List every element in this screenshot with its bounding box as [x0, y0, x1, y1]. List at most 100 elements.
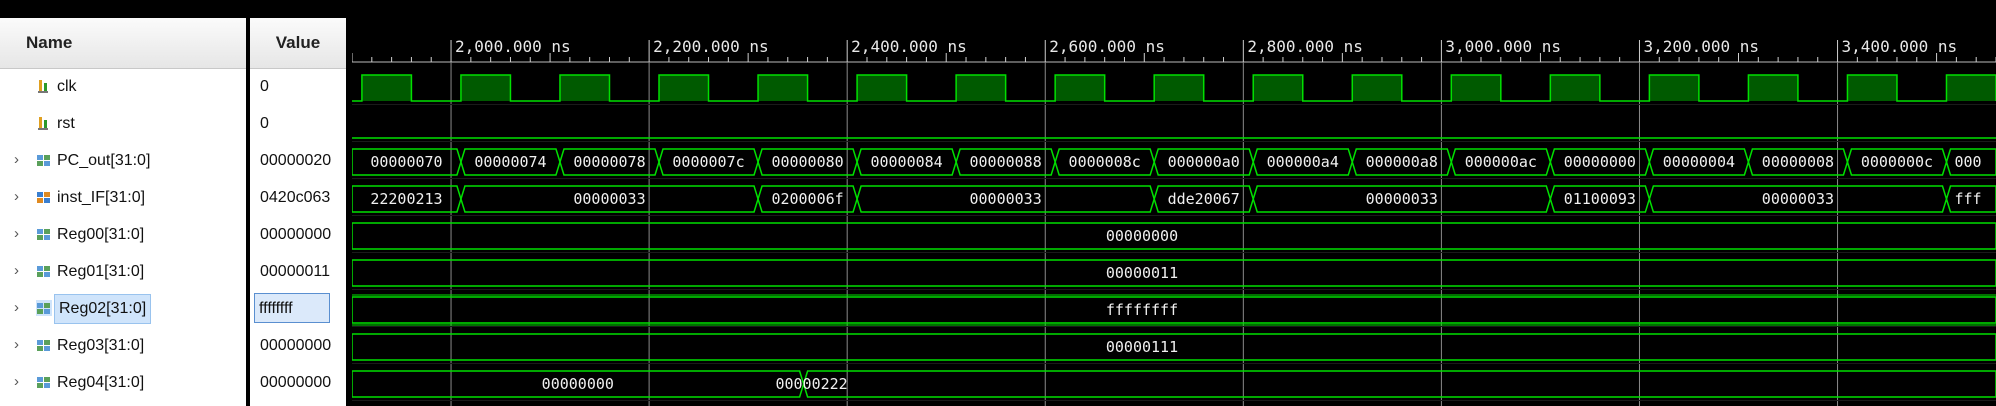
signal-name: rst — [57, 115, 75, 132]
signal-value: 00000011 — [260, 263, 330, 280]
clk-waveform — [352, 74, 1996, 102]
signal-value-cell: 00000000 — [250, 327, 346, 364]
bus-signal-icon — [36, 152, 52, 168]
bus-segment — [757, 148, 858, 176]
bus-value-label: 00000222 — [775, 375, 847, 393]
clock-high-phase — [659, 75, 709, 101]
signal-value: ffffffff — [254, 293, 330, 323]
clock-high-phase — [758, 75, 808, 101]
chevron-right-icon[interactable]: › — [14, 336, 19, 353]
bus-value-label: 00000004 — [1663, 153, 1735, 171]
bus-segment — [955, 148, 1056, 176]
ruler-tick-label: 2,000.000 ns — [455, 37, 571, 56]
signal-row-reg00[interactable]: › Reg00[31:0] — [0, 216, 246, 253]
clock-high-phase — [1154, 75, 1204, 101]
bus-segment — [1054, 148, 1155, 176]
bus-segment — [1747, 148, 1849, 176]
bus-segment — [352, 148, 462, 176]
waveform-area[interactable]: 2,000.000 ns 2,200.000 ns 2,400.000 ns 2,60… — [352, 0, 1996, 406]
bus-segment — [1252, 148, 1354, 176]
signal-value: 00000000 — [260, 226, 332, 243]
clock-high-phase — [857, 75, 907, 101]
value-column-topbar — [250, 0, 346, 18]
bit-signal-icon — [36, 78, 52, 94]
bus-value-label: 00000000 — [1106, 227, 1178, 245]
wave-splitter[interactable] — [346, 0, 352, 406]
signal-name: inst_IF[31:0] — [57, 189, 146, 206]
signal-row-reg04[interactable]: › Reg04[31:0] — [0, 364, 246, 401]
bus-value-label: 0200006f — [771, 190, 843, 208]
chevron-right-icon[interactable]: › — [14, 299, 19, 316]
bit-signal-icon — [36, 115, 52, 131]
bus-segment — [802, 370, 1996, 398]
signal-value-cell: 00000000 — [250, 216, 346, 253]
bus-segment — [559, 148, 660, 176]
bus-value-label: 00000033 — [1762, 190, 1834, 208]
bus-segment — [856, 148, 957, 176]
signal-row-inst-if[interactable]: › inst_IF[31:0] — [0, 179, 246, 216]
clock-high-phase — [1550, 75, 1600, 101]
signal-value-cell: 00000020 — [250, 142, 346, 179]
signal-row-reg01[interactable]: › Reg01[31:0] — [0, 253, 246, 290]
signal-name: Reg01[31:0] — [57, 263, 145, 280]
chevron-right-icon[interactable]: › — [14, 151, 19, 168]
bus-value-label: 00000074 — [474, 153, 546, 171]
bus-value-label: 0000008c — [1069, 153, 1141, 171]
bus-segment — [1945, 185, 1996, 213]
name-column-header[interactable]: Name — [0, 18, 246, 69]
signal-name: Reg02[31:0] — [54, 294, 152, 324]
ruler-tick-label: 2,800.000 ns — [1247, 37, 1363, 56]
ruler-tick-label: 2,200.000 ns — [653, 37, 769, 56]
bus-signal-icon — [36, 263, 52, 279]
bus-segment — [1648, 148, 1750, 176]
bus-signal-icon — [36, 300, 52, 316]
chevron-right-icon[interactable]: › — [14, 225, 19, 242]
signal-row-rst[interactable]: rst — [0, 105, 246, 142]
waveform-canvas[interactable]: 2,000.000 ns 2,200.000 ns 2,400.000 ns 2,60… — [352, 0, 1996, 406]
ruler-tick-label: 3,200.000 ns — [1643, 37, 1759, 56]
clock-high-phase — [1451, 75, 1501, 101]
clock-high-phase — [460, 75, 511, 101]
signal-row-clk[interactable]: clk — [0, 68, 246, 105]
clock-high-phase — [956, 75, 1006, 101]
bus-segment — [1153, 148, 1255, 176]
bus-value-label: 0000007c — [672, 153, 744, 171]
signal-row-reg03[interactable]: › Reg03[31:0] — [0, 327, 246, 364]
bus-value-label: 00000111 — [1106, 338, 1178, 356]
bus-value-label: 00000084 — [870, 153, 942, 171]
signal-row-pc-out[interactable]: › PC_out[31:0] — [0, 142, 246, 179]
bus-segment — [460, 185, 759, 213]
signal-value: 00000020 — [260, 152, 332, 169]
ruler-tick-label: 2,600.000 ns — [1049, 37, 1165, 56]
value-column: Value 0 0 00000020 0420c063 00000000 00000011… — [250, 0, 346, 406]
bus-value-label: 00000011 — [1106, 264, 1178, 282]
bus-value-label: fff — [1954, 190, 1981, 208]
bus-value-label: 00000080 — [771, 153, 843, 171]
bus-value-label: 00000033 — [573, 190, 645, 208]
bus-signal-icon — [36, 374, 52, 390]
signal-value-cell: 00000011 — [250, 253, 346, 290]
signal-name: PC_out[31:0] — [57, 152, 151, 169]
chevron-right-icon[interactable]: › — [14, 262, 19, 279]
signal-value-cell: 00000000 — [250, 364, 346, 401]
signal-value-cell: 0 — [250, 105, 346, 142]
signal-value: 00000000 — [260, 374, 332, 391]
ruler-tick-label: 3,000.000 ns — [1445, 37, 1561, 56]
bus-segment — [1351, 148, 1453, 176]
bus-value-label: 0000000c — [1861, 153, 1933, 171]
signal-value: 0420c063 — [260, 189, 331, 206]
clock-high-phase — [1748, 75, 1798, 101]
signal-row-reg02[interactable]: › Reg02[31:0] — [0, 290, 246, 327]
chevron-right-icon[interactable]: › — [14, 373, 19, 390]
bus-value-label: 00000033 — [1366, 190, 1438, 208]
bus-segment — [460, 148, 561, 176]
bus-segment — [1549, 148, 1651, 176]
column-splitter[interactable] — [246, 0, 250, 406]
bus-value-label: 00000033 — [970, 190, 1042, 208]
bus-value-label: 000000a8 — [1366, 153, 1438, 171]
chevron-right-icon[interactable]: › — [14, 188, 19, 205]
clock-high-phase — [1352, 75, 1402, 101]
signal-name: clk — [57, 78, 77, 95]
bus-segment — [1945, 148, 1996, 176]
value-column-header[interactable]: Value — [250, 18, 346, 69]
